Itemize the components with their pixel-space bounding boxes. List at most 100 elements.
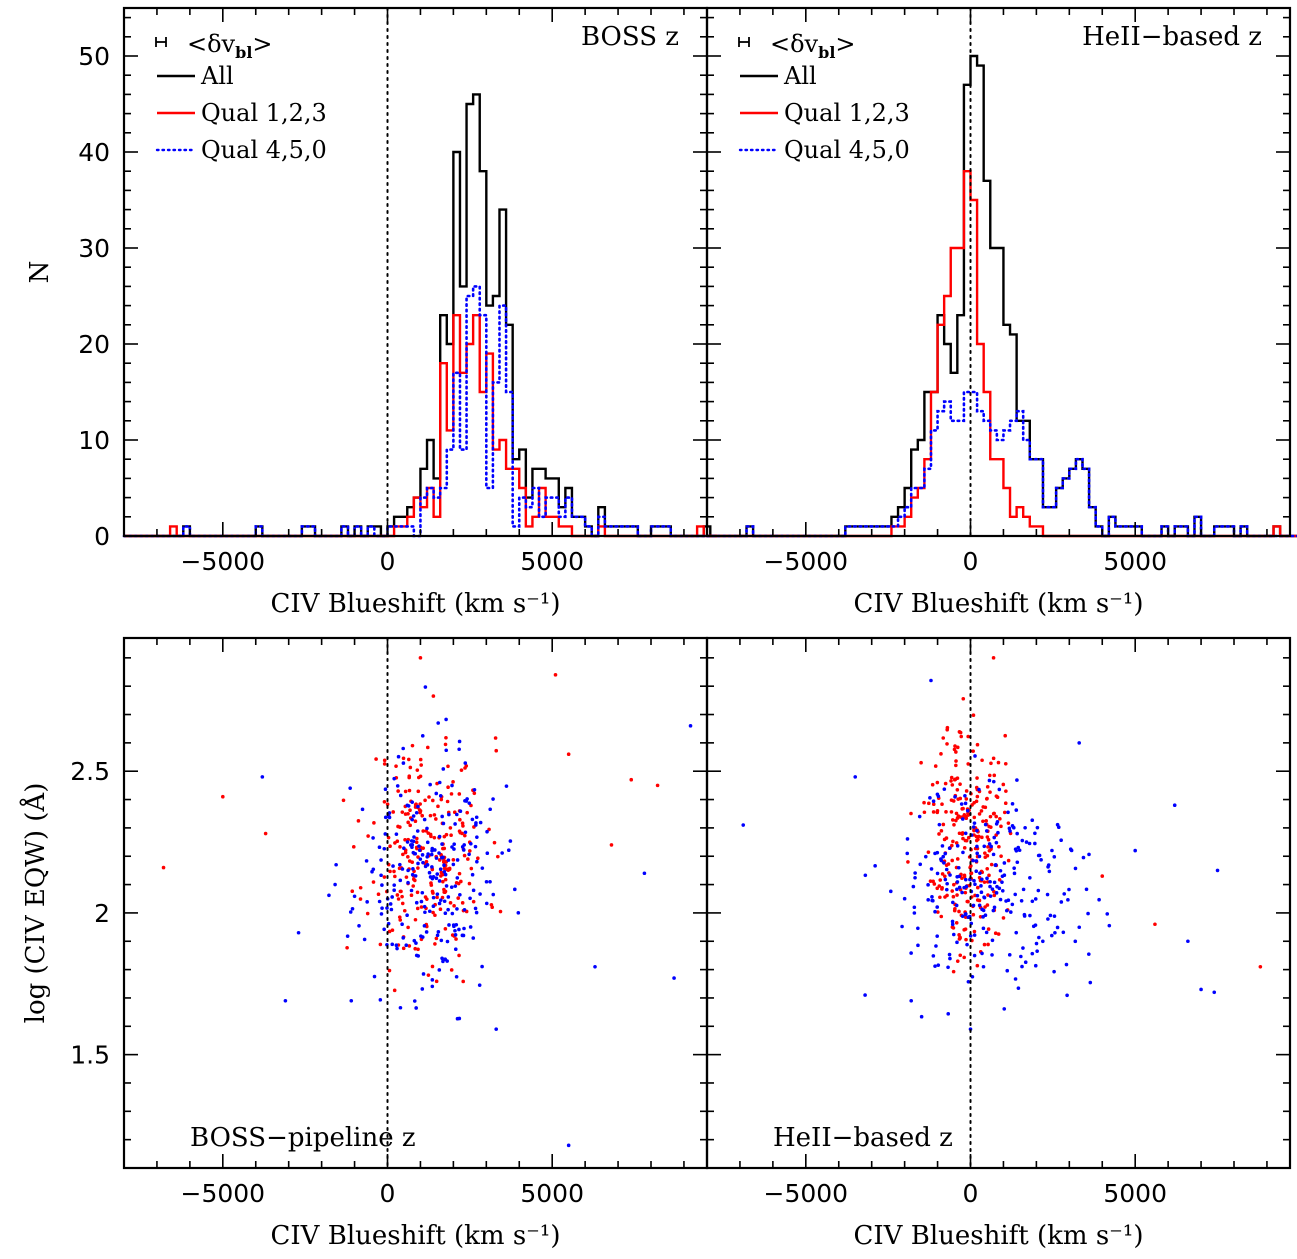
scatter-point	[379, 912, 384, 916]
scatter-point	[970, 974, 975, 979]
scatter-point	[348, 786, 352, 790]
scatter-point	[1002, 810, 1007, 815]
scatter-point	[986, 927, 991, 931]
scatter-point	[351, 845, 356, 849]
scatter-point	[935, 810, 940, 815]
scatter-point	[1081, 855, 1086, 860]
scatter-point	[431, 904, 436, 909]
scatter-point	[425, 840, 430, 845]
scatter-point	[412, 835, 416, 839]
scatter-point	[1016, 845, 1021, 850]
panel-annotation: BOSS−pipeline z	[190, 1123, 416, 1153]
scatter-point	[414, 941, 418, 945]
scatter-point	[406, 820, 410, 825]
scatter-point	[992, 880, 997, 885]
scatter-point	[1003, 761, 1008, 766]
scatter-point	[437, 858, 442, 862]
scatter-point	[968, 934, 973, 938]
scatter-point	[935, 780, 940, 785]
scatter-point	[990, 938, 995, 943]
scatter-point	[1002, 1007, 1007, 1011]
scatter-point	[405, 913, 409, 917]
scatter-point	[447, 812, 451, 817]
scatter-point	[457, 927, 461, 932]
scatter-point	[396, 754, 401, 759]
scatter-point	[1059, 838, 1063, 843]
scatter-point	[1039, 858, 1043, 862]
scatter-point	[996, 760, 1001, 765]
scatter-point	[400, 867, 405, 871]
scatter-point	[441, 821, 446, 826]
scatter-point	[1000, 880, 1004, 884]
scatter-point	[458, 817, 462, 822]
scatter-point	[411, 814, 416, 818]
scatter-point	[451, 862, 456, 867]
y-tick-label: 20	[78, 330, 110, 359]
scatter-point	[494, 1027, 499, 1031]
scatter-point	[425, 826, 429, 831]
scatter-point	[441, 846, 445, 851]
scatter-point	[953, 744, 957, 748]
scatter-point	[922, 800, 926, 805]
scatter-point	[982, 895, 986, 899]
scatter-point	[1045, 892, 1050, 897]
x-tick-label: −5000	[764, 547, 849, 576]
scatter-point	[379, 858, 383, 862]
axes-frame	[705, 6, 1292, 538]
scatter-point	[958, 935, 962, 940]
scatter-point	[426, 973, 431, 977]
scatter-point	[962, 846, 967, 850]
scatter-point	[933, 909, 937, 914]
scatter-point	[1035, 949, 1039, 953]
scatter-point	[365, 911, 370, 916]
scatter-point	[471, 899, 476, 904]
scatter-point	[392, 776, 396, 781]
scatter-point	[942, 861, 946, 865]
scatter-point	[428, 782, 432, 787]
scatter-point	[462, 843, 467, 847]
scatter-point	[443, 890, 447, 895]
legend-label: Qual 4,5,0	[784, 136, 910, 164]
histogram-series-qual-450	[705, 390, 1297, 538]
scatter-point	[906, 860, 910, 864]
scatter-point	[1028, 913, 1032, 918]
scatter-point	[397, 915, 402, 919]
scatter-point	[435, 895, 439, 900]
scatter-point	[913, 871, 917, 875]
scatter-point	[888, 889, 893, 894]
scatter-point	[979, 884, 983, 888]
scatter-point	[416, 954, 421, 958]
scatter-point	[327, 893, 331, 898]
scatter-point	[943, 781, 948, 786]
scatter-point	[443, 927, 448, 931]
scatter-point	[966, 979, 971, 984]
y-axis-label: N	[25, 261, 55, 284]
scatter-point	[975, 963, 980, 968]
scatter-point	[445, 799, 450, 804]
scatter-point	[371, 867, 376, 872]
scatter-point	[491, 797, 495, 801]
scatter-point	[1006, 858, 1011, 863]
scatter-point	[954, 763, 958, 768]
scatter-point	[463, 766, 467, 770]
scatter-point	[436, 721, 441, 725]
scatter-point	[1006, 810, 1010, 815]
x-tick-label: 5000	[1103, 1179, 1167, 1208]
scatter-point	[955, 880, 960, 884]
scatter-point	[964, 789, 969, 793]
scatter-point	[1041, 939, 1045, 944]
scatter-point	[358, 885, 363, 890]
scatter-point	[1037, 853, 1042, 858]
scatter-point	[982, 880, 987, 884]
scatter-point	[407, 944, 412, 948]
x-tick-label: 5000	[1103, 547, 1167, 576]
scatter-point	[412, 999, 417, 1003]
scatter-series-qual-450	[260, 685, 693, 1148]
scatter-point	[443, 957, 448, 962]
scatter-point	[1172, 803, 1177, 808]
scatter-point	[971, 749, 975, 753]
scatter-point	[950, 922, 955, 927]
scatter-point	[642, 871, 647, 876]
histogram-series-qual-123	[707, 170, 1297, 538]
bottom-right-scatter-panel: −5000 0 5000 CIV Blueshift (km s⁻¹) HeII−bas…	[705, 636, 1292, 1251]
